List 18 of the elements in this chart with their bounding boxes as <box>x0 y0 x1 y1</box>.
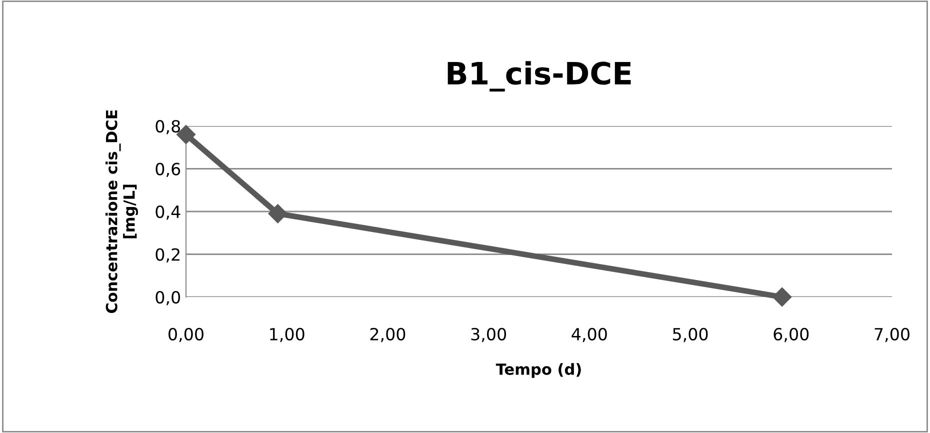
point <box>772 287 792 307</box>
y-tick-label: 0,8 <box>156 120 180 134</box>
y-tick-label: 0,0 <box>156 290 180 306</box>
x-tick-label: 4,00 <box>572 328 607 342</box>
x-tick-label: 7,00 <box>874 328 910 342</box>
y-tick-label: 0,2 <box>156 248 180 263</box>
x-tick-label: 1,00 <box>270 328 304 342</box>
x-tick-label: 0,00 <box>168 328 204 342</box>
chart-title: B1_cis-DCE <box>448 61 631 92</box>
x-axis-title: Tempo (d) <box>496 363 581 378</box>
x-tick-label: 5,00 <box>673 328 708 342</box>
point <box>268 204 288 224</box>
y-tick-label: 0,4 <box>156 205 180 220</box>
x-tick-label: 6,00 <box>774 328 809 342</box>
y-axis-title: Concentrazione cis_DCE [mg/L] <box>106 110 138 314</box>
y-tick-label: 0,6 <box>156 162 180 178</box>
x-tick-label: 2,00 <box>370 328 406 342</box>
x-tick-label: 3,00 <box>471 328 506 342</box>
